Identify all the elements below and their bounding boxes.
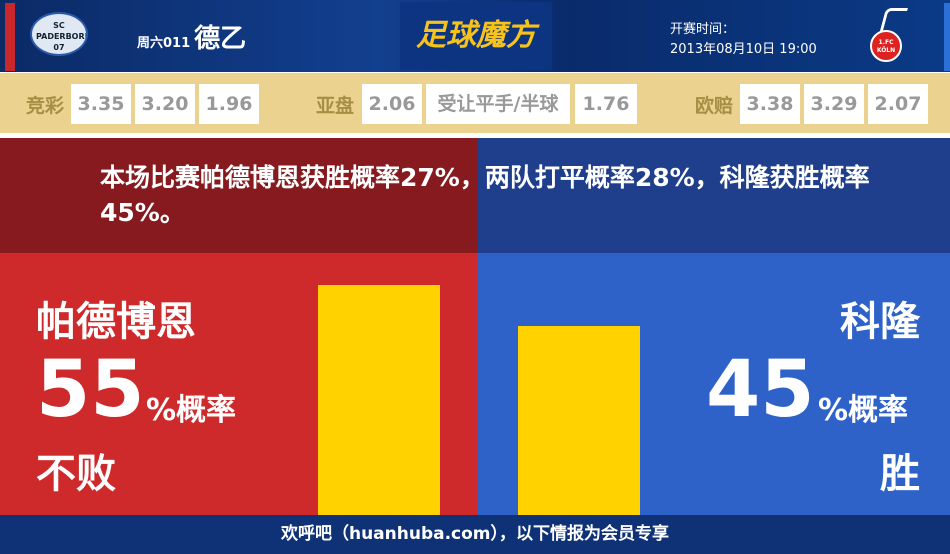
league-info: 周六011 德乙 [137,18,246,55]
kickoff: 开赛时间： 2013年08月10日 19:00 [670,20,817,60]
away-name: 科隆 [840,299,920,345]
odds-value: 1.76 [575,84,637,124]
league-name: 德乙 [194,24,247,54]
home-unit: %概率 [146,393,237,428]
away-probability-bar [518,326,640,515]
odds-value: 2.06 [362,84,422,124]
home-outcome: 不败 [36,451,116,497]
home-name: 帕德博恩 [36,299,196,345]
odds-value: 2.07 [868,84,928,124]
summary-bg-away [478,138,950,253]
kickoff-time: 2013年08月10日 19:00 [670,42,817,57]
summary-bg-home [0,138,478,253]
away-percent: 45 [706,345,815,435]
asian-label: 亚盘 [316,95,355,117]
brand-logo: 足球魔方 [400,2,552,70]
odds-bar: 竞彩 3.35 3.20 1.96 亚盘 2.06 受让平手/半球 1.76 欧… [0,72,950,133]
odds-value: 3.20 [135,84,195,124]
jingcai-label: 竞彩 [26,95,65,117]
accent-strip [944,3,950,71]
odds-value: 3.29 [804,84,864,124]
home-percent: 55 [36,345,145,435]
euro-label: 欧赔 [695,95,734,117]
home-probability-bar [318,285,440,515]
handicap-line: 受让平手/半球 [426,84,570,124]
round: 周六011 [137,36,191,51]
summary-text: 本场比赛帕德博恩获胜概率27%，两队打平概率28%，科隆获胜概率45%。 [100,163,870,227]
away-unit: %概率 [818,393,909,428]
footer-banner: 欢呼吧（huanhuba.com），以下情报为会员专享 [0,515,950,554]
away-team-logo: 1.FC KÖLN [868,8,912,64]
odds-value: 3.38 [740,84,800,124]
away-logo-text: 1.FC KÖLN [870,30,902,62]
accent-strip [5,3,15,71]
away-outcome: 胜 [880,451,920,497]
kickoff-label: 开赛时间： [670,22,736,37]
odds-value: 3.35 [71,84,131,124]
odds-value: 1.96 [199,84,259,124]
match-header: SC PADERBORN 07 周六011 德乙 足球魔方 开赛时间： 2013年0… [0,0,950,72]
home-team-logo: SC PADERBORN 07 [30,12,88,56]
